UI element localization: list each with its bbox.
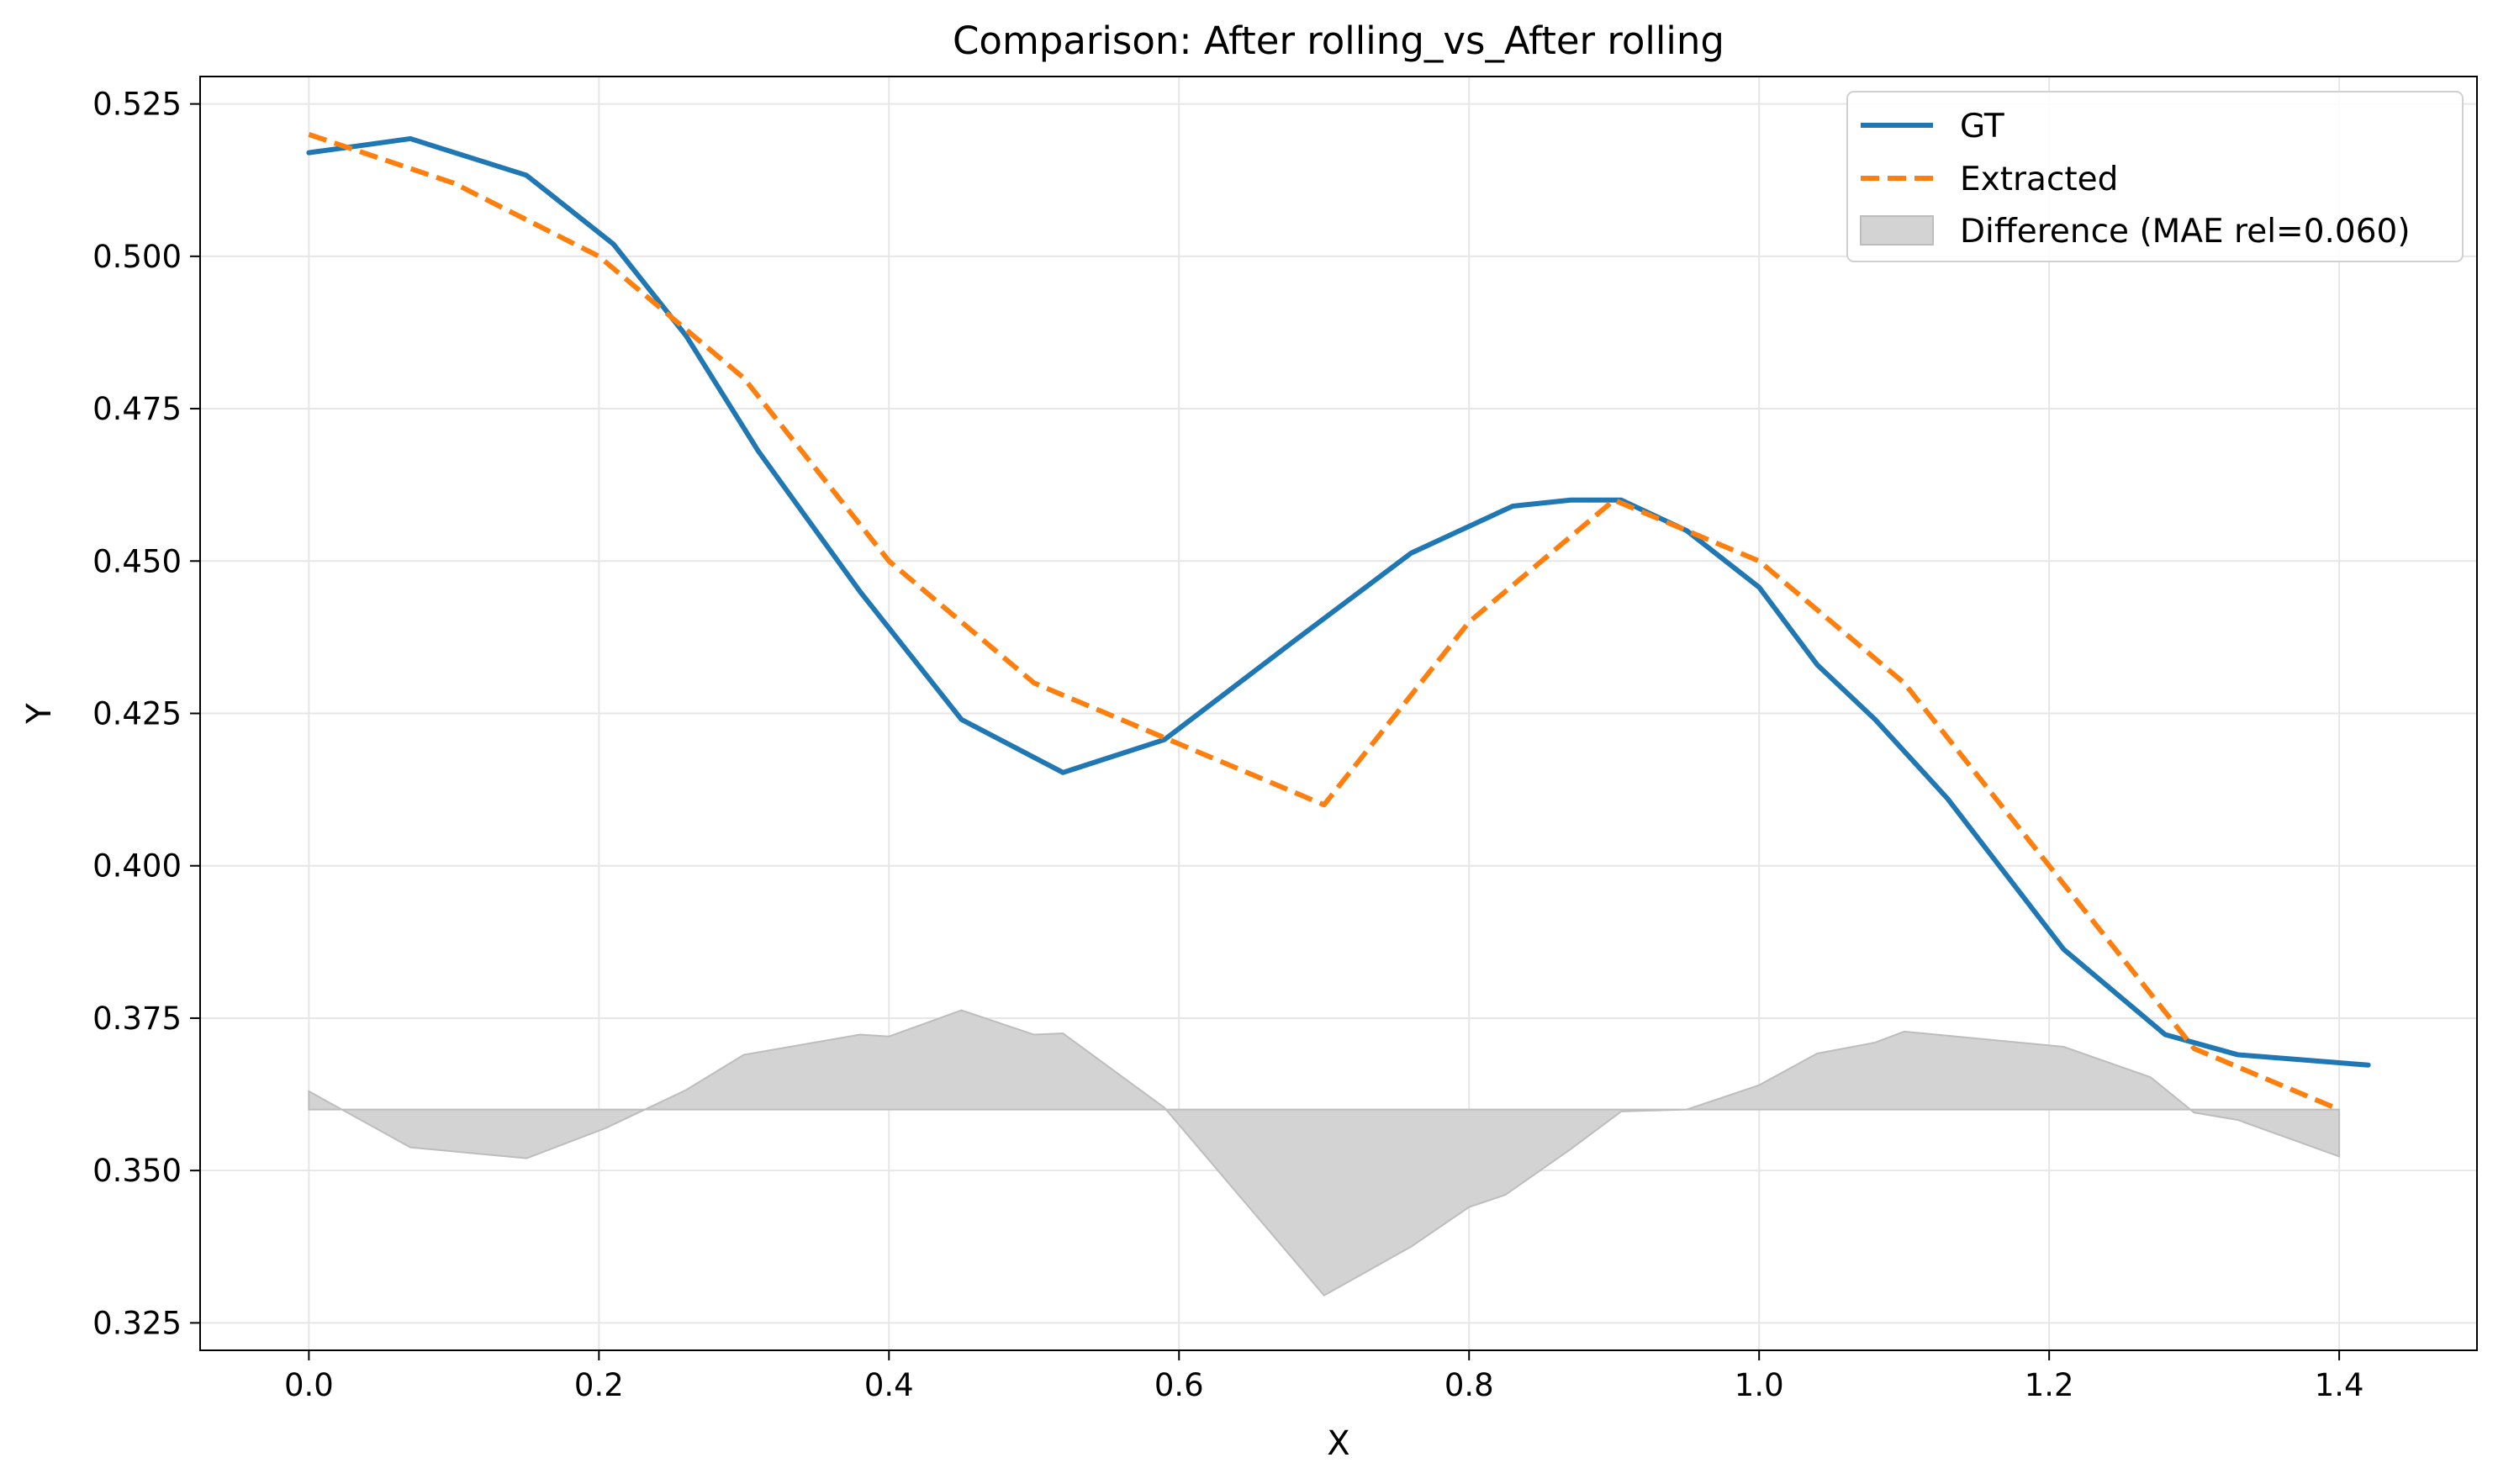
legend-label-extracted: Extracted	[1960, 161, 2118, 198]
legend-swatch-difference	[1860, 215, 1934, 246]
y-tick-label: 0.450	[92, 543, 182, 579]
series-line-extracted	[308, 132, 2341, 1112]
legend-label-gt: GT	[1960, 108, 2004, 145]
x-tick-label: 1.4	[2315, 1367, 2364, 1403]
legend: GT Extracted Difference (MAE rel=0.060)	[1846, 91, 2464, 262]
x-tick-label: 0.6	[1154, 1367, 1204, 1403]
difference-area	[308, 1009, 2341, 1297]
x-tick-label: 0.8	[1444, 1367, 1494, 1403]
x-tick-label: 0.0	[284, 1367, 334, 1403]
legend-box	[1846, 91, 2464, 262]
y-tick-label: 0.375	[92, 1001, 182, 1037]
y-tick-label: 0.525	[92, 87, 182, 123]
difference-fill	[308, 1009, 2341, 1297]
chart-title: Comparison: After rolling_vs_After rolli…	[953, 18, 1724, 63]
y-axis-label: Y	[20, 703, 59, 725]
x-tick-label: 0.2	[574, 1367, 624, 1403]
x-tick-label: 0.4	[864, 1367, 914, 1403]
y-tick-label: 0.500	[92, 239, 182, 275]
y-tick-label: 0.425	[92, 696, 182, 732]
x-axis-label: X	[1327, 1424, 1349, 1463]
legend-label-difference: Difference (MAE rel=0.060)	[1960, 213, 2411, 251]
y-tick-label: 0.325	[92, 1305, 182, 1341]
x-tick-label: 1.0	[1735, 1367, 1784, 1403]
y-tick-label: 0.475	[92, 391, 182, 427]
x-tick-label: 1.2	[2025, 1367, 2074, 1403]
y-tick-label: 0.400	[92, 848, 182, 885]
y-tick-label: 0.350	[92, 1153, 182, 1189]
series-lines	[306, 132, 2371, 1112]
axis-ticks: 0.0 0.2 0.4 0.6 0.8 1.0 1.2 1.4 0.325 0.350 0.375 0…	[92, 87, 2363, 1403]
